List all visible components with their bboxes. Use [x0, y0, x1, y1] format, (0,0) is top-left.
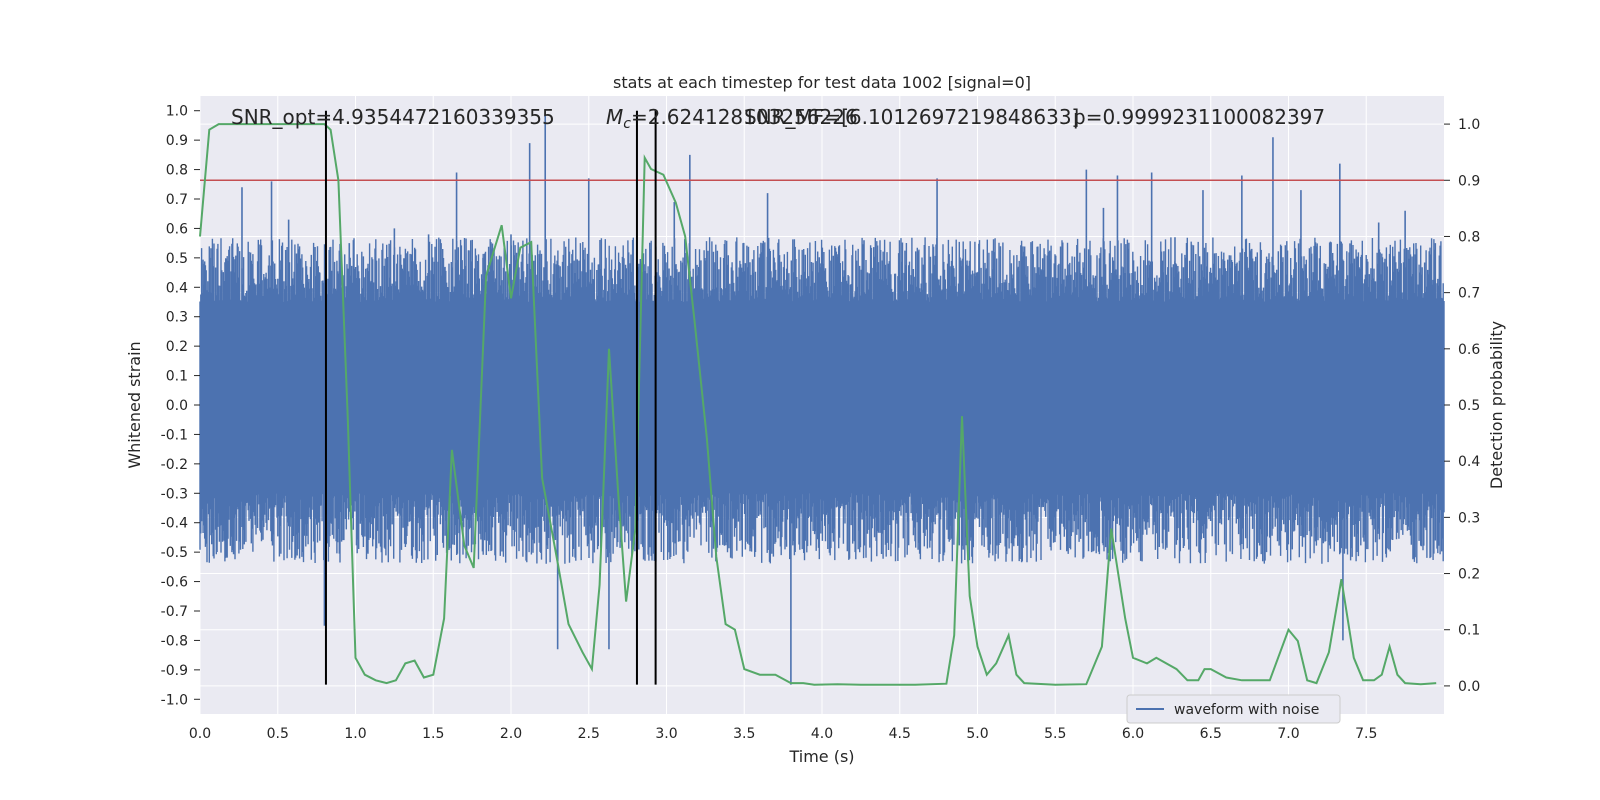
y-tick-label: -0.5	[161, 545, 188, 561]
annotation-snr-opt: SNR_opt=4.9354472160339355	[231, 105, 555, 129]
y-axis-label: Whitened strain	[125, 341, 144, 468]
y-tick-label: 0.8	[166, 163, 188, 179]
detection-probability-line	[199, 123, 1437, 686]
event-markers	[324, 110, 657, 685]
y2-tick-label: 0.7	[1458, 286, 1480, 302]
annotation-snr-mf: SNR_MF=[6.1012697219848633]	[744, 105, 1079, 129]
y2-axis-label: Detection probability	[1487, 321, 1506, 489]
x-tick-label: 3.0	[655, 726, 677, 742]
y2-tick-label: 0.2	[1458, 567, 1480, 583]
y-tick-label: 0.0	[166, 398, 188, 414]
y-tick-label: 0.3	[166, 310, 188, 326]
y2-tick-label: 0.6	[1458, 342, 1480, 358]
x-axis-ticks: 0.0 0.5 1.0 1.5 2.0 2.5 3.0 3.5 4.0 4.5 5.0 5.5 6.0 6…	[189, 726, 1378, 742]
y2-tick-label: 0.4	[1458, 454, 1480, 470]
y-tick-label: -0.4	[161, 516, 188, 532]
legend-label-waveform: waveform with noise	[1174, 702, 1319, 718]
y2-axis-ticks: 1.0 0.9 0.8 0.7 0.6 0.5 0.4 0.3 0.2 0.1 0.0	[1444, 117, 1480, 695]
x-axis-label: Time (s)	[788, 747, 854, 766]
x-tick-label: 7.0	[1277, 726, 1299, 742]
y2-tick-label: 0.3	[1458, 510, 1480, 526]
y-tick-label: 1.0	[166, 104, 188, 120]
x-tick-label: 4.0	[811, 726, 833, 742]
y-tick-label: 0.5	[166, 251, 188, 267]
x-tick-label: 2.5	[578, 726, 600, 742]
y-axis-ticks: 1.0 0.9 0.8 0.7 0.6 0.5 0.4 0.3 0.2 0.1 0.0 -0.1 -0.…	[161, 104, 200, 708]
y2-tick-label: 0.5	[1458, 398, 1480, 414]
x-tick-label: 6.0	[1122, 726, 1144, 742]
waveform-noise-band	[199, 237, 1445, 564]
y-tick-label: -0.3	[161, 486, 188, 502]
y-tick-label: -0.2	[161, 457, 188, 473]
x-tick-label: 3.5	[733, 726, 755, 742]
annotation-probability: p=0.9999231100082397	[1073, 105, 1325, 129]
y-tick-label: 0.2	[166, 339, 188, 355]
x-tick-label: 5.5	[1044, 726, 1066, 742]
y-tick-label: 0.4	[166, 280, 188, 296]
x-tick-label: 4.5	[889, 726, 911, 742]
legend: waveform with noise	[1126, 694, 1341, 724]
annotation-chirp-mass: Mc=2.624128103256226	[606, 105, 858, 132]
x-tick-label: 6.5	[1200, 726, 1222, 742]
y-tick-label: 0.6	[166, 221, 188, 237]
x-tick-label: 1.5	[422, 726, 444, 742]
y-tick-label: -0.7	[161, 604, 188, 620]
y-tick-label: 0.9	[166, 133, 188, 149]
y-tick-label: -1.0	[161, 692, 188, 708]
waveform-peaks	[202, 113, 1406, 685]
x-tick-label: 1.0	[344, 726, 366, 742]
y-tick-label: 0.1	[166, 369, 188, 385]
waveform-with-noise-line	[199, 237, 1445, 564]
y-tick-label: -0.8	[161, 633, 188, 649]
x-tick-label: 0.5	[267, 726, 289, 742]
x-tick-label: 5.0	[966, 726, 988, 742]
detection-probability-group	[199, 123, 1437, 686]
y2-tick-label: 0.1	[1458, 623, 1480, 639]
y2-tick-label: 0.0	[1458, 679, 1480, 695]
y-tick-label: -0.1	[161, 427, 188, 443]
x-tick-label: 2.0	[500, 726, 522, 742]
legend-box	[1126, 694, 1341, 724]
y-tick-label: -0.9	[161, 663, 188, 679]
x-tick-label: 7.5	[1355, 726, 1377, 742]
chart-title: stats at each timestep for test data 100…	[613, 73, 1031, 92]
y2-tick-label: 1.0	[1458, 117, 1480, 133]
y-tick-label: 0.7	[166, 192, 188, 208]
x-tick-label: 0.0	[189, 726, 211, 742]
y2-tick-label: 0.8	[1458, 229, 1480, 245]
y-tick-label: -0.6	[161, 575, 188, 591]
y2-tick-label: 0.9	[1458, 173, 1480, 189]
